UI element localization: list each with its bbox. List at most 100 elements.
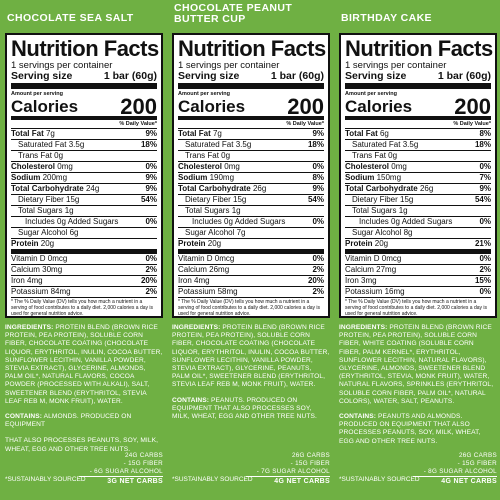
nutrient-amount: 7g bbox=[234, 228, 246, 237]
amount-per-serving: Amount per serving bbox=[11, 91, 63, 97]
nutrient-name: Cholesterol bbox=[11, 162, 56, 171]
nutrient-daily-value: 9% bbox=[145, 173, 157, 182]
nutrition-facts-panel: Nutrition Facts 1 servings per container… bbox=[339, 33, 497, 318]
nutrient-row: Sodium 150mg 7% bbox=[345, 173, 491, 184]
amount-per-serving: Amount per serving bbox=[178, 91, 230, 97]
nutrient-amount: 26g bbox=[417, 184, 434, 193]
nutrient-amount: 1g bbox=[396, 206, 408, 215]
nutrient-name: Vitamin D bbox=[178, 254, 213, 263]
nutrient-row: Iron 3mg 15% bbox=[345, 276, 491, 287]
nutrient-label: Iron 3mg bbox=[345, 276, 377, 286]
nutrient-name: Trans Fat bbox=[352, 151, 386, 160]
carbs-line: 24g CARBS bbox=[124, 452, 163, 459]
nutrient-name: Protein bbox=[178, 239, 206, 248]
ingredients-text: INGREDIENTS: PROTEIN BLEND (BROWN RICE P… bbox=[339, 324, 497, 406]
flavor-title: CHOCOLATE SEA SALT bbox=[7, 11, 134, 24]
nutrient-label: Iron 4mg bbox=[178, 276, 210, 286]
nutrient-name: Includes 0g Added Sugars bbox=[25, 217, 119, 226]
contains-text: CONTAINS: PEANUTS. PRODUCED ON EQUIPMENT… bbox=[172, 397, 330, 422]
column-chocolate-peanut-butter-cup: CHOCOLATE PEANUT BUTTER CUP Nutrition Fa… bbox=[172, 0, 330, 500]
nutrient-amount: 0mcg bbox=[379, 254, 402, 263]
nutrient-name: Trans Fat bbox=[18, 151, 52, 160]
nutrient-name: Sugar Alcohol bbox=[185, 228, 235, 237]
nutrient-label: Total Sugars 1g bbox=[11, 206, 74, 216]
sugar-alcohol-line: - 7g SUGAR ALCOHOL bbox=[256, 467, 330, 475]
nutrient-label: Saturated Fat 3.5g bbox=[11, 140, 84, 150]
daily-value-footnote: * The % Daily Value (DV) tells you how m… bbox=[11, 299, 154, 317]
contains-label: CONTAINS: bbox=[172, 396, 210, 404]
nutrient-amount: 4mg bbox=[24, 276, 43, 285]
servings-per-container: 1 servings per container bbox=[178, 60, 280, 71]
nutrient-amount: 30mg bbox=[39, 265, 63, 274]
calories-label: Calories bbox=[11, 97, 79, 116]
nutrient-daily-value: 54% bbox=[307, 195, 324, 204]
calories-value: 200 bbox=[287, 94, 324, 119]
nutrient-row: Calcium 27mg 2% bbox=[345, 265, 491, 276]
nutrient-label: Total Carbohydrate 26g bbox=[178, 184, 266, 194]
nutrient-name: Total Carbohydrate bbox=[345, 184, 418, 193]
nutrient-label: Sugar Alcohol 8g bbox=[345, 228, 413, 238]
nutrient-name: Protein bbox=[345, 239, 373, 248]
nutrient-name: Sugar Alcohol bbox=[18, 228, 68, 237]
nutrient-label: Vitamin D 0mcg bbox=[345, 254, 401, 264]
nutrient-daily-value: 54% bbox=[474, 195, 491, 204]
nutrient-label: Vitamin D 0mcg bbox=[11, 254, 67, 264]
nutrient-label: Dietary Fiber 15g bbox=[11, 195, 79, 205]
nutrient-label: Dietary Fiber 15g bbox=[345, 195, 413, 205]
serving-size-row: Serving size 1 bar (60g) bbox=[345, 71, 491, 89]
nutrient-name: Sodium bbox=[345, 173, 375, 182]
nutrient-amount: 4mg bbox=[191, 276, 210, 285]
nutrient-row: Protein 20g bbox=[11, 239, 157, 254]
nutrient-daily-value: 7% bbox=[479, 173, 491, 182]
nutrient-label: Protein 20g bbox=[345, 239, 388, 249]
nutrient-amount: 0mg bbox=[389, 162, 407, 171]
nutrient-row: Cholesterol 0mg 0% bbox=[11, 162, 157, 173]
serving-size-row: Serving size 1 bar (60g) bbox=[11, 71, 157, 89]
nutrient-row: Vitamin D 0mcg 0% bbox=[345, 254, 491, 265]
column-chocolate-sea-salt: CHOCOLATE SEA SALT Nutrition Facts 1 ser… bbox=[5, 0, 163, 500]
nutrient-row: Protein 20g 21% bbox=[345, 239, 491, 254]
nutrient-label: Trans Fat 0g bbox=[11, 151, 63, 161]
nutrient-label: Total Fat 7g bbox=[11, 129, 55, 139]
nutrient-row: Sugar Alcohol 7g bbox=[178, 228, 324, 239]
nutrient-row: Iron 4mg 20% bbox=[178, 276, 324, 287]
contains-text: CONTAINS: PEANUTS AND ALMONDS. PRODUCED … bbox=[339, 413, 497, 446]
nutrient-name: Includes 0g Added Sugars bbox=[192, 217, 286, 226]
nutrient-label: Potassium 84mg bbox=[11, 287, 71, 297]
nutrient-label: Calcium 30mg bbox=[11, 265, 62, 275]
nutrient-name: Calcium bbox=[345, 265, 374, 274]
column-birthday-cake: BIRTHDAY CAKE Nutrition Facts 1 servings… bbox=[339, 0, 497, 500]
nutrient-row: Cholesterol 0mg 0% bbox=[178, 162, 324, 173]
nutrient-row: Total Sugars 1g bbox=[345, 206, 491, 217]
nutrient-daily-value: 20% bbox=[307, 276, 324, 285]
nutrient-name: Iron bbox=[345, 276, 359, 285]
nutrient-name: Total Fat bbox=[11, 129, 44, 138]
nutrient-amount: 6g bbox=[67, 228, 79, 237]
serving-size-row: Serving size 1 bar (60g) bbox=[178, 71, 324, 89]
nutrient-row: Sugar Alcohol 8g bbox=[345, 228, 491, 239]
nutrient-row: Calcium 30mg 2% bbox=[11, 265, 157, 276]
calories-row: Calories 200 bbox=[11, 96, 157, 120]
nutrient-amount: 150mg bbox=[374, 173, 402, 182]
ingredients-list: PROTEIN BLEND (BROWN RICE PROTEIN, PEA P… bbox=[172, 324, 330, 389]
nutrient-label: Sodium 190mg bbox=[178, 173, 234, 183]
fiber-line: - 15g FIBER bbox=[457, 459, 497, 467]
nutrient-label: Total Fat 7g bbox=[178, 129, 222, 139]
nutrient-daily-value: 0% bbox=[312, 254, 324, 263]
nutrient-label: Dietary Fiber 15g bbox=[178, 195, 246, 205]
nutrient-row: Total Carbohydrate 24g 9% bbox=[11, 184, 157, 195]
carbs-line: 26g CARBS bbox=[291, 452, 330, 459]
nutrient-amount: 0g bbox=[218, 151, 231, 160]
facility-text: THAT ALSO PROCESSES PEANUTS, SOY, MILK, … bbox=[5, 437, 159, 453]
nutrient-amount: 16mg bbox=[382, 287, 405, 296]
nutrition-facts-panel: Nutrition Facts 1 servings per container… bbox=[5, 33, 163, 318]
nutrient-label: Vitamin D 0mcg bbox=[178, 254, 234, 264]
nutrient-row: Trans Fat 0g bbox=[345, 151, 491, 162]
calories-label: Calories bbox=[345, 97, 413, 116]
flavor-title: BIRTHDAY CAKE bbox=[341, 11, 432, 24]
nutrient-amount: 1g bbox=[229, 206, 241, 215]
nutrient-name: Iron bbox=[178, 276, 192, 285]
nutrient-amount: 0g bbox=[385, 151, 398, 160]
nutrient-amount: 3.5g bbox=[233, 140, 252, 149]
nutrient-amount: 20g bbox=[38, 239, 55, 248]
